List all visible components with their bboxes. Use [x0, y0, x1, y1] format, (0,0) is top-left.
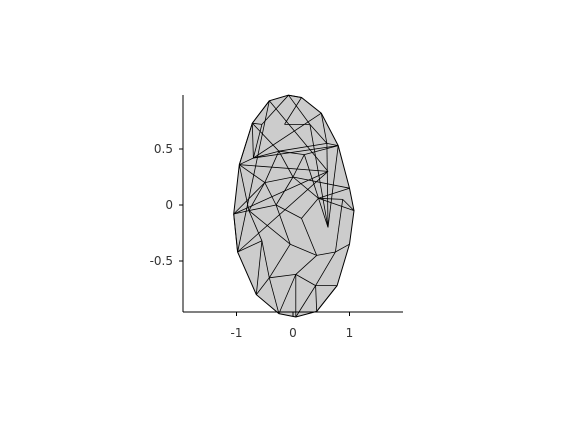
mesh-edge — [318, 197, 343, 200]
mesh-edge — [238, 123, 253, 165]
mesh-edge — [248, 210, 263, 241]
mesh-edge — [295, 255, 317, 275]
mesh-edge — [233, 213, 238, 253]
mesh-edge — [326, 143, 339, 146]
mesh-edge — [268, 100, 329, 172]
mesh-edge — [239, 157, 254, 166]
mesh-edge — [318, 197, 355, 211]
mesh-edge — [269, 274, 296, 279]
mesh-edge — [253, 145, 339, 159]
mesh-edge — [315, 285, 318, 312]
mesh-edge — [275, 204, 291, 245]
mesh-edge — [292, 154, 305, 178]
mesh-edge — [248, 204, 277, 211]
y-tick-label: 0 — [165, 198, 173, 212]
y-tick-label: 0.5 — [154, 142, 173, 156]
mesh-edge — [252, 122, 280, 152]
mesh-edge — [326, 143, 329, 228]
mesh-edge — [278, 151, 294, 178]
mesh-edge — [261, 240, 270, 278]
mesh-edge — [239, 164, 266, 183]
mesh-edge — [255, 277, 270, 295]
mesh-edge — [301, 218, 318, 256]
mesh-edge — [264, 176, 294, 183]
mesh-edge — [237, 171, 329, 253]
mesh-edge — [316, 285, 338, 312]
mesh-edge — [292, 176, 319, 199]
mesh-edge — [251, 100, 270, 124]
mesh-edge — [335, 199, 344, 253]
mesh-edge — [268, 243, 291, 279]
mesh-edge — [264, 182, 277, 206]
mesh-edge — [304, 145, 339, 155]
x-tick-label: -1 — [231, 326, 243, 340]
mesh-edge — [278, 143, 327, 152]
mesh-edge — [239, 164, 329, 172]
mesh-edge — [278, 150, 305, 155]
x-tick-label: 0 — [289, 326, 297, 340]
mesh-edge — [342, 199, 355, 211]
mesh-edge — [275, 204, 302, 219]
mesh-edge — [320, 113, 328, 144]
mesh-edge — [292, 176, 350, 189]
mesh-edge — [288, 94, 302, 98]
mesh-edge — [318, 187, 350, 199]
mesh-edge — [278, 274, 297, 314]
y-tick-label: -0.5 — [150, 254, 173, 268]
mesh-edge — [301, 198, 319, 219]
chart-ticks: -1 0 1 0.5 0 -0.5 — [150, 142, 354, 340]
mesh-edge — [327, 145, 339, 228]
mesh-edge — [295, 274, 316, 286]
mesh-edge — [251, 123, 254, 159]
mesh-surface — [233, 94, 355, 318]
mesh-edge — [238, 164, 250, 211]
mesh-edge — [316, 251, 336, 256]
mesh-edge — [335, 243, 350, 253]
mesh-edge — [290, 243, 317, 256]
mesh-edge — [288, 94, 311, 125]
mesh-edge — [284, 97, 302, 125]
mesh-edge — [248, 210, 291, 245]
mesh-edge — [268, 277, 280, 314]
mesh-edge — [309, 124, 328, 144]
mesh-edge — [237, 100, 270, 253]
mesh-edge — [309, 124, 329, 228]
x-tick-label: 1 — [346, 326, 354, 340]
mesh-edge — [253, 124, 263, 159]
mesh-edge — [303, 154, 329, 228]
mesh-edge — [261, 94, 289, 125]
mesh-edge — [255, 240, 263, 295]
mesh-edge — [315, 251, 336, 286]
mesh-edge — [252, 122, 262, 125]
mesh-edge — [237, 240, 263, 253]
mesh-edge — [253, 112, 322, 159]
